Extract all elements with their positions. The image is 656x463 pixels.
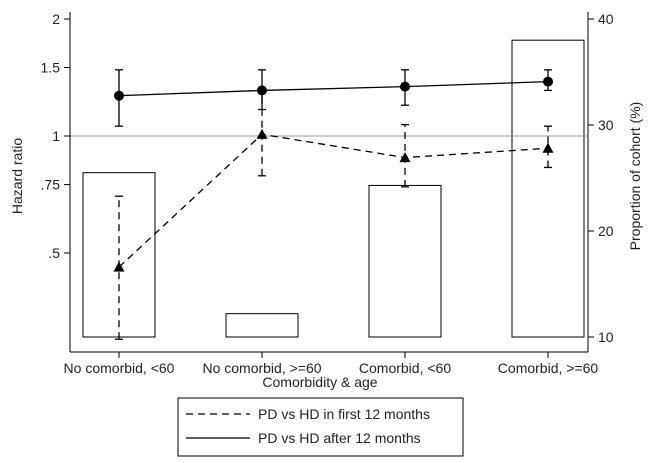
series-line — [118, 133, 549, 268]
legend-box — [177, 397, 464, 457]
y2-axis-title: Proportion of cohort (%) — [627, 102, 643, 251]
triangle-marker — [113, 261, 125, 272]
triangle-marker — [542, 142, 554, 153]
circle-marker — [400, 81, 410, 92]
circle-marker — [543, 76, 553, 87]
circle-marker — [257, 85, 267, 96]
x-tick-label: No comorbid, >=60 — [202, 360, 321, 376]
circle-marker — [114, 90, 124, 101]
series-layer — [113, 69, 554, 340]
left-tick-label: 2 — [52, 11, 60, 27]
right-y-axis: 10 20 30 40 — [587, 11, 614, 352]
series-first-12-months — [113, 91, 554, 340]
left-y-axis: .5 .75 1 1.5 2 — [41, 11, 71, 352]
proportion-bar — [225, 313, 299, 338]
right-tick-label: 20 — [598, 223, 614, 239]
left-tick-label: 1.5 — [41, 60, 61, 76]
legend: PD vs HD in first 12 months PD vs HD afte… — [177, 397, 464, 457]
right-tick-label: 30 — [598, 117, 614, 133]
right-tick-label: 10 — [598, 329, 614, 345]
x-tick-label: Comorbid, >=60 — [498, 360, 599, 376]
y-axis-title: Hazard ratio — [9, 138, 25, 214]
series-after-12-months — [114, 69, 553, 127]
legend-label: PD vs HD in first 12 months — [258, 406, 430, 422]
legend-label: PD vs HD after 12 months — [258, 430, 421, 446]
proportion-bar — [368, 184, 442, 338]
triangle-marker — [399, 152, 411, 163]
left-tick-label: .5 — [48, 245, 60, 261]
left-tick-label: .75 — [41, 177, 61, 193]
right-tick-label: 40 — [598, 11, 614, 27]
bars-layer — [82, 39, 585, 338]
triangle-marker — [256, 128, 268, 139]
x-axis: No comorbid, <60 No comorbid, >=60 Comorbi… — [64, 351, 599, 376]
x-axis-title: Comorbidity & age — [262, 374, 377, 390]
left-tick-label: 1 — [52, 128, 60, 144]
x-tick-label: No comorbid, <60 — [64, 360, 175, 376]
series-line — [118, 80, 549, 97]
x-tick-label: Comorbid, <60 — [359, 360, 451, 376]
